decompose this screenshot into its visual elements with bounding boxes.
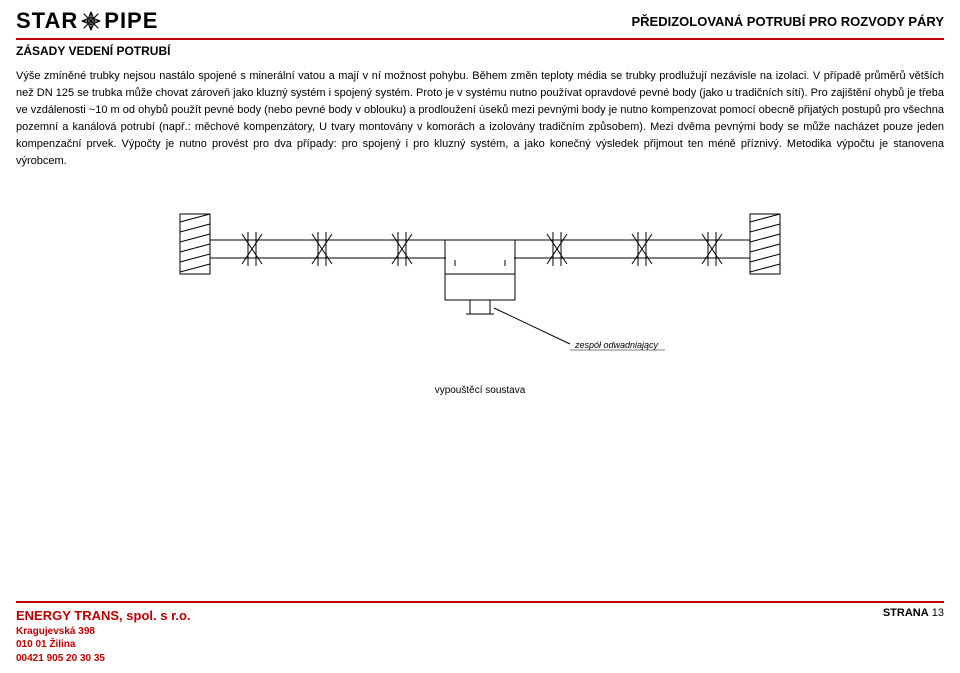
header-divider [16,38,944,40]
company-name: ENERGY TRANS, spol. s r.o. [16,607,191,625]
company-address-1: Kragujevská 398 [16,625,191,639]
company-block: ENERGY TRANS, spol. s r.o. Kragujevská 3… [16,607,191,665]
page-label: STRANA [883,607,929,619]
pipe-diagram-svg: zespół odwadniający [170,184,790,364]
footer: ENERGY TRANS, spol. s r.o. Kragujevská 3… [16,601,944,665]
logo-text-pipe: PIPE [104,8,158,34]
header: STAR PIPE PŘEDIZO [16,8,944,34]
logo: STAR PIPE [16,8,158,34]
body-paragraph: Výše zmíněné trubky nejsou nastálo spoje… [16,68,944,170]
diagram-inline-label: zespół odwadniający [574,340,659,350]
logo-text-star: STAR [16,8,78,34]
company-address-2: 010 01 Žilina [16,638,191,652]
starburst-icon [80,10,102,32]
page-title: PŘEDIZOLOVANÁ POTRUBÍ PRO ROZVODY PÁRY [631,14,944,29]
page-number: STRANA 13 [883,607,944,619]
section-heading: ZÁSADY VEDENÍ POTRUBÍ [16,44,944,58]
footer-divider [16,601,944,603]
diagram: zespół odwadniający vypouštěcí soustava [16,184,944,396]
company-phone: 00421 905 20 30 35 [16,652,191,666]
diagram-caption: vypouštěcí soustava [16,385,944,396]
page-number-value: 13 [932,607,944,619]
